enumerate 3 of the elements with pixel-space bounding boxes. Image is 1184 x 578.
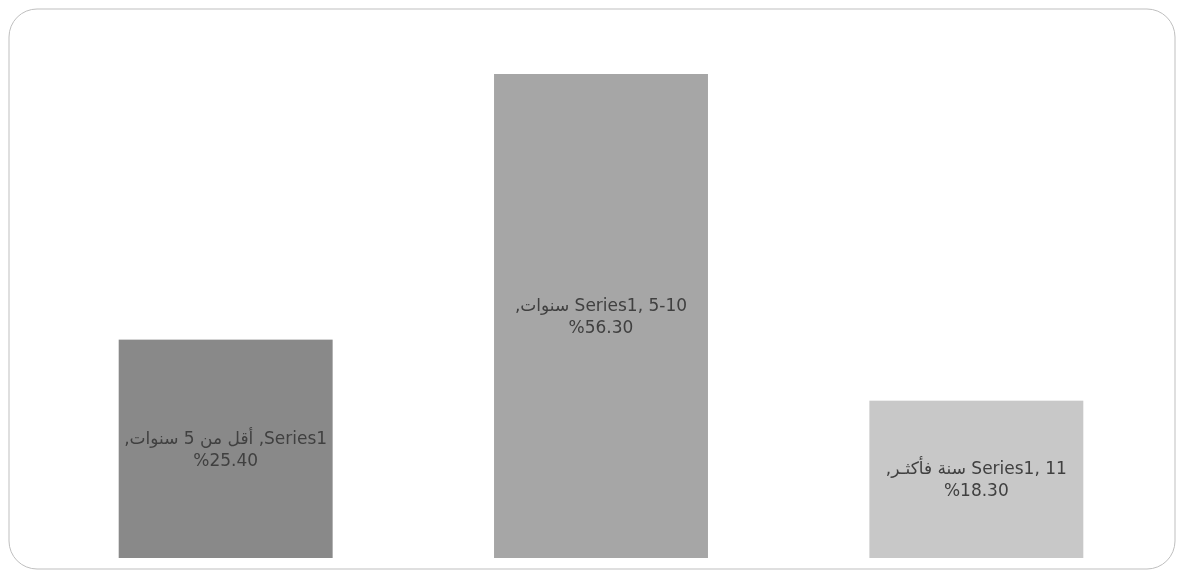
data-label: Series1, 5-10 سنوات, 56.30%	[513, 294, 689, 339]
data-label: Series1, أقل من 5 سنوات, 25.40%	[123, 426, 329, 471]
data-label: Series1, 11 سنة فأكثـر, 18.30%	[884, 457, 1068, 502]
